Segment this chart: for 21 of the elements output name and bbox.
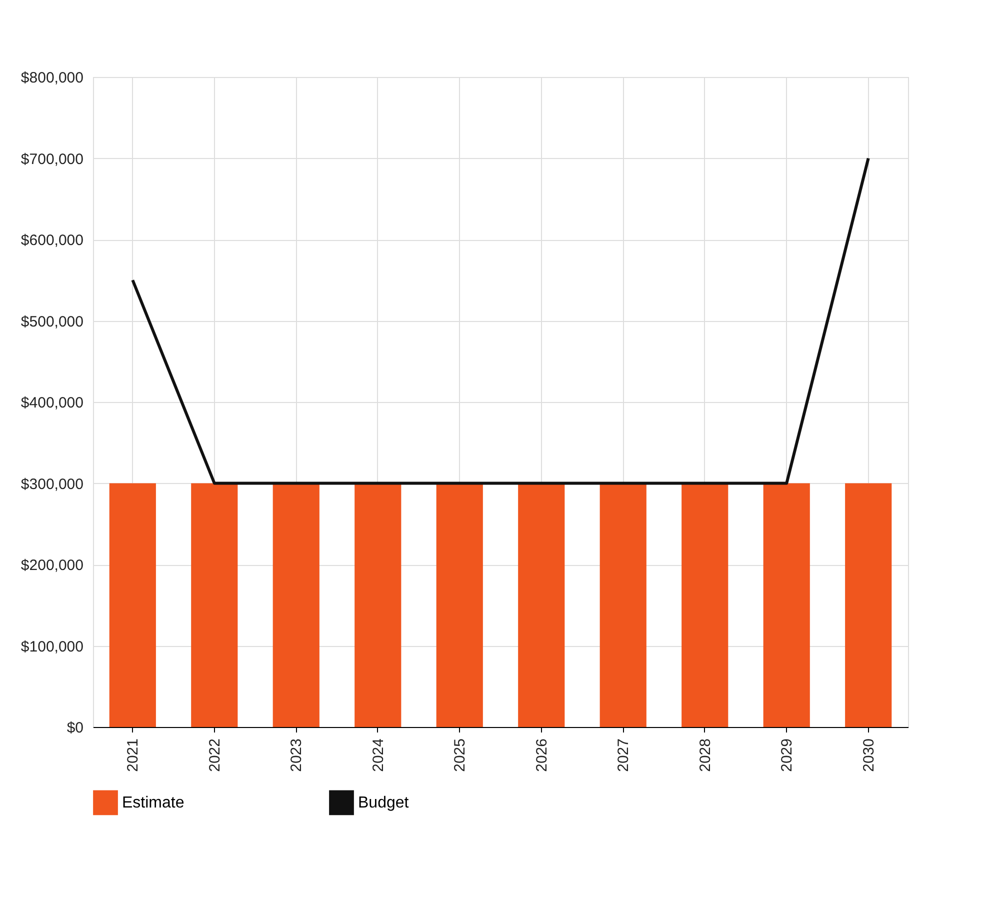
- y-tick-label: $500,000: [20, 313, 84, 330]
- x-tick-label: 2022: [206, 738, 224, 772]
- legend-label: Estimate: [122, 794, 184, 812]
- x-tick-label: 2026: [533, 738, 550, 772]
- y-tick-label: $0: [66, 720, 84, 736]
- y-tick-label: $200,000: [20, 557, 84, 574]
- legend-label: Budget: [358, 794, 410, 812]
- y-tick-label: $100,000: [20, 638, 84, 656]
- x-tick-label: 2030: [860, 738, 878, 772]
- y-tick-label: $700,000: [20, 150, 84, 168]
- y-tick-label: $400,000: [20, 394, 84, 412]
- x-tick-label: 2025: [452, 738, 469, 772]
- y-tick-label: $600,000: [20, 232, 84, 249]
- x-tick-label: 2021: [124, 738, 142, 772]
- x-tick-label: 2028: [696, 738, 714, 772]
- y-tick-label: $800,000: [20, 70, 84, 86]
- x-tick-label: 2023: [288, 738, 306, 772]
- x-tick-label: 2029: [778, 738, 796, 772]
- x-tick-label: 2027: [615, 738, 632, 772]
- x-tick-label: 2024: [370, 738, 387, 772]
- y-tick-label: $300,000: [20, 476, 84, 493]
